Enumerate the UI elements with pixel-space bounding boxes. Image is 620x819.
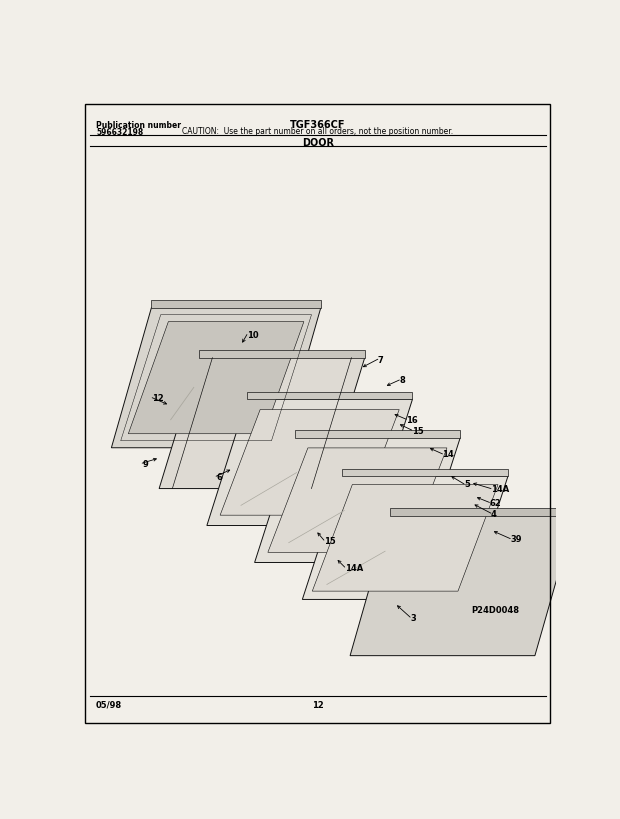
Text: 4: 4 (491, 509, 497, 518)
Text: 6: 6 (216, 473, 222, 481)
Polygon shape (312, 485, 498, 591)
Polygon shape (220, 410, 399, 515)
Text: 16: 16 (406, 415, 418, 424)
Text: 596632198: 596632198 (96, 128, 143, 137)
Polygon shape (342, 469, 508, 477)
Text: TGF366CF: TGF366CF (290, 120, 345, 129)
Text: 05/98: 05/98 (96, 699, 122, 708)
Text: 10: 10 (247, 331, 259, 340)
Text: 5: 5 (464, 480, 470, 489)
Text: 8: 8 (399, 376, 405, 385)
Polygon shape (207, 400, 412, 526)
Text: 14A: 14A (491, 485, 509, 494)
Text: 62: 62 (489, 498, 501, 507)
Polygon shape (255, 438, 460, 563)
Text: 15: 15 (412, 426, 423, 435)
Text: DOOR: DOOR (302, 138, 334, 148)
Polygon shape (303, 477, 508, 600)
Text: 15: 15 (324, 536, 335, 545)
Text: 7: 7 (378, 355, 384, 364)
Text: 9: 9 (142, 459, 148, 468)
Text: Publication number: Publication number (96, 121, 181, 130)
Polygon shape (268, 448, 447, 553)
Polygon shape (128, 322, 304, 434)
Text: 39: 39 (510, 535, 522, 544)
Text: 14: 14 (443, 450, 454, 459)
Polygon shape (199, 351, 365, 358)
Text: 12: 12 (152, 394, 164, 403)
Polygon shape (390, 508, 575, 516)
Text: 12: 12 (312, 699, 324, 708)
Polygon shape (247, 392, 412, 400)
Text: 3: 3 (410, 613, 416, 622)
Polygon shape (294, 431, 460, 438)
Text: P24D0048: P24D0048 (472, 605, 520, 614)
Polygon shape (112, 308, 321, 448)
Polygon shape (151, 301, 321, 308)
Text: 14A: 14A (345, 563, 363, 572)
Text: CAUTION:  Use the part number on all orders, not the position number.: CAUTION: Use the part number on all orde… (182, 127, 453, 136)
Polygon shape (350, 516, 575, 656)
Polygon shape (159, 358, 365, 489)
